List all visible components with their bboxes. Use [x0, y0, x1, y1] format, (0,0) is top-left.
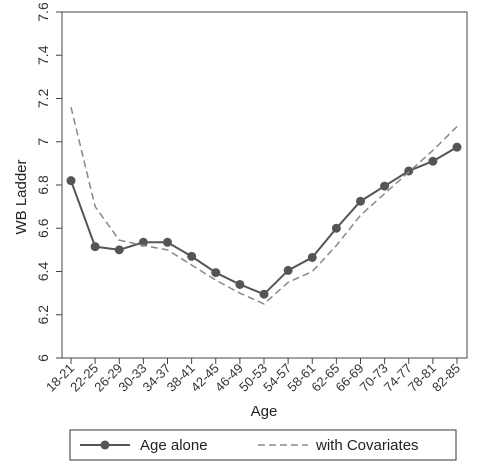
series-line-with-covariates [70, 106, 458, 305]
y-tick-label: 6.4 [35, 262, 51, 282]
data-point-age-alone [66, 176, 76, 186]
y-tick-label: 6.8 [35, 175, 51, 195]
y-tick-label: 7 [35, 138, 51, 146]
legend-marker-age-alone [100, 440, 110, 450]
y-axis-title: WB Ladder [13, 159, 30, 234]
y-tick-label: 6 [35, 354, 51, 362]
data-point-age-alone [163, 237, 172, 247]
data-point-age-alone [331, 223, 341, 233]
data-point-age-alone [187, 251, 197, 261]
series-layer [66, 106, 462, 305]
legend-label-age-alone: Age alone [140, 437, 208, 454]
y-tick-label: 6.6 [35, 218, 51, 238]
y-tick-label: 7.2 [35, 89, 51, 109]
y-tick-label: 7.4 [35, 45, 51, 65]
data-point-age-alone [235, 279, 245, 289]
y-tick-label: 7.6 [35, 2, 51, 22]
legend-label-with-covariates: with Covariates [315, 437, 419, 454]
data-point-age-alone [356, 196, 365, 206]
data-point-age-alone [428, 156, 438, 166]
data-point-age-alone [380, 181, 390, 191]
data-point-age-alone [452, 142, 462, 152]
data-point-age-alone [259, 289, 269, 299]
data-point-age-alone [114, 245, 124, 255]
y-axis: 6 6.2 6.4 6.6 6.8 7 7.2 7.4 7.6 [35, 2, 62, 362]
data-point-age-alone [307, 252, 317, 262]
x-axis-title: Age [251, 403, 278, 420]
data-point-age-alone [211, 268, 221, 278]
y-tick-label: 6.2 [35, 305, 51, 325]
legend: Age alone with Covariates [69, 429, 457, 461]
data-point-age-alone [283, 265, 293, 275]
data-point-age-alone [90, 242, 100, 252]
